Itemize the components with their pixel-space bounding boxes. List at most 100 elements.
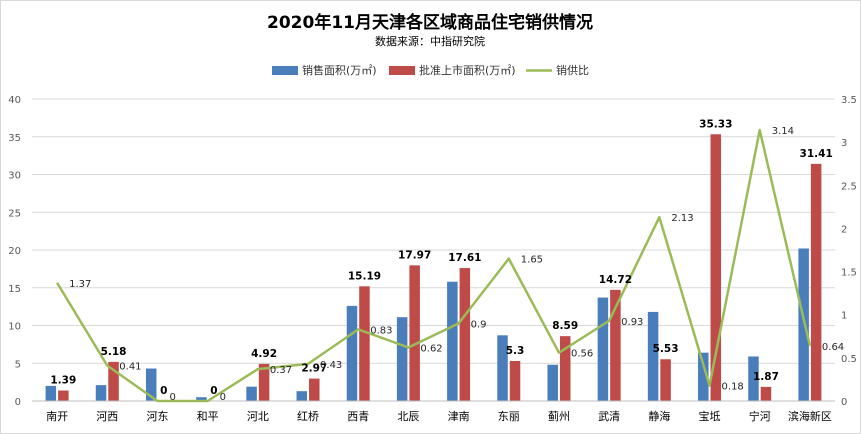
bar-sales xyxy=(748,356,759,401)
category-tick-label: 滨海新区 xyxy=(788,409,832,423)
right-tick-label: 1 xyxy=(841,311,847,322)
legend-swatch-sales xyxy=(272,66,298,75)
bar-sales xyxy=(196,397,207,401)
bar-data-label: 1.39 xyxy=(50,375,76,387)
right-tick-label: 3 xyxy=(841,138,847,149)
right-tick-label: 1.5 xyxy=(841,268,857,279)
right-tick-label: 0.5 xyxy=(841,354,857,365)
bar-sales xyxy=(145,368,157,401)
category-tick-label: 河西 xyxy=(96,410,118,423)
ratio-line xyxy=(56,128,812,403)
bar-supply xyxy=(610,289,621,401)
bar-sales xyxy=(296,391,308,401)
bar-supply xyxy=(559,336,571,401)
category-tick-label: 东丽 xyxy=(498,410,520,423)
ratio-data-label: 1.37 xyxy=(69,279,91,290)
bar-supply xyxy=(509,360,521,401)
bar-data-label: 35.33 xyxy=(699,118,732,130)
bar-data-label: 4.92 xyxy=(251,348,277,360)
ratio-data-label: 0.62 xyxy=(420,344,442,355)
bar-data-label: 1.87 xyxy=(753,371,779,383)
ratio-data-label: 1.65 xyxy=(521,255,543,266)
bar-sales xyxy=(798,248,809,401)
bar-data-label: 5.3 xyxy=(506,345,525,357)
bar-supply xyxy=(409,265,420,401)
bar-data-label: 0 xyxy=(210,385,217,397)
ratio-data-label: 3.14 xyxy=(772,126,794,137)
left-tick-label: 35 xyxy=(8,133,21,144)
category-tick-label: 蓟州 xyxy=(548,410,570,423)
category-tick-label: 宝坻 xyxy=(699,409,721,423)
chart-subtitle: 数据来源：中指研究院 xyxy=(375,34,485,48)
ratio-data-label: 0 xyxy=(220,392,226,403)
right-tick-label: 2 xyxy=(841,224,847,235)
legend-label-ratio: 销供比 xyxy=(556,63,589,77)
ratio-data-label: 0.9 xyxy=(471,319,487,330)
category-tick-label: 宁河 xyxy=(749,409,771,423)
category-tick-label: 津南 xyxy=(448,410,470,423)
category-tick-label: 红桥 xyxy=(297,410,319,423)
category-tick-label: 北辰 xyxy=(397,410,419,423)
bar-sales xyxy=(95,385,107,401)
ratio-data-label: 0.43 xyxy=(320,360,342,371)
left-tick-label: 5 xyxy=(15,359,21,370)
ratio-data-label: 0.41 xyxy=(119,362,141,373)
bar-data-label: 17.97 xyxy=(398,249,431,261)
left-tick-label: 0 xyxy=(15,397,21,408)
bar-sales xyxy=(698,352,709,401)
ratio-data-label: 0.56 xyxy=(571,349,593,360)
left-tick-label: 20 xyxy=(8,246,21,257)
ratio-data-label: 0 xyxy=(169,392,175,403)
legend-label-sales: 销售面积(万㎡) xyxy=(302,63,377,77)
left-tick-label: 40 xyxy=(8,95,21,106)
ratio-data-label: 0.83 xyxy=(370,325,392,336)
category-tick-label: 西青 xyxy=(347,410,369,423)
chart-title: 2020年11月天津各区域商品住宅销供情况 xyxy=(267,12,593,33)
bar-sales xyxy=(647,311,659,401)
bar-supply xyxy=(359,286,370,401)
category-tick-label: 和平 xyxy=(197,410,219,423)
bar-supply xyxy=(309,378,320,401)
ratio-data-label: 0.18 xyxy=(722,381,744,392)
bar-sales xyxy=(246,386,257,401)
left-tick-label: 30 xyxy=(8,171,21,182)
ratio-data-label: 0.64 xyxy=(822,342,844,353)
left-tick-label: 10 xyxy=(8,322,21,333)
left-tick-label: 25 xyxy=(8,208,21,219)
bar-data-label: 5.18 xyxy=(101,346,127,358)
bar-data-label: 2.97 xyxy=(301,363,327,375)
bar-data-label: 8.59 xyxy=(552,320,578,332)
ratio-data-label: 2.13 xyxy=(671,213,693,224)
legend-label-supply: 批准上市面积(万㎡) xyxy=(419,63,516,77)
right-tick-label: 0 xyxy=(841,397,847,408)
bar-supply xyxy=(660,359,671,401)
bar-data-label: 17.61 xyxy=(448,252,481,264)
right-tick-label: 2.5 xyxy=(841,181,857,192)
category-tick-label: 河东 xyxy=(146,410,168,423)
right-tick-label: 3.5 xyxy=(841,95,857,106)
category-tick-label: 静海 xyxy=(648,409,670,423)
bar-data-label: 14.72 xyxy=(599,274,632,286)
bar-supply xyxy=(760,386,772,401)
bar-supply xyxy=(108,361,119,401)
bar-data-label: 15.19 xyxy=(348,270,381,282)
bar-sales xyxy=(597,297,609,401)
category-tick-label: 河北 xyxy=(247,410,269,423)
left-tick-label: 15 xyxy=(8,284,21,295)
bar-sales xyxy=(346,305,358,401)
bar-sales xyxy=(547,364,558,401)
bar-sales xyxy=(447,281,458,401)
bar-supply xyxy=(459,268,471,401)
bar-supply xyxy=(258,363,270,401)
category-tick-label: 武清 xyxy=(598,410,620,423)
legend-swatch-supply xyxy=(389,66,415,75)
bar-supply xyxy=(710,134,722,402)
category-tick-label: 南开 xyxy=(46,410,68,423)
bar-sales xyxy=(45,385,57,401)
ratio-data-label: 0.37 xyxy=(270,365,292,376)
bar-sales xyxy=(497,335,508,401)
bar-data-label: 0 xyxy=(160,385,167,397)
bar-data-label: 5.53 xyxy=(653,343,679,355)
